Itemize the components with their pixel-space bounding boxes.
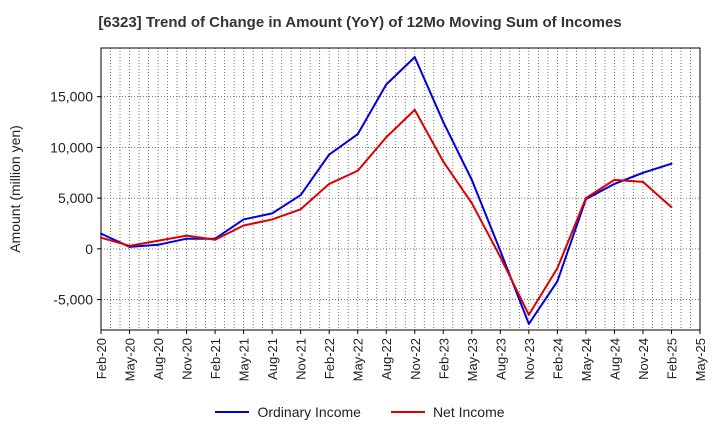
x-tick-label: Nov-24 (636, 338, 651, 380)
legend: Ordinary Income Net Income (0, 404, 720, 420)
data-point-net-income (128, 244, 131, 247)
data-point-net-income (499, 255, 502, 258)
plot-frame (100, 47, 701, 331)
data-point-net-income (641, 180, 644, 183)
x-tick-label: Feb-22 (322, 338, 337, 379)
series-lines (100, 56, 673, 325)
data-point-net-income (527, 313, 530, 316)
data-point-net-income (157, 239, 160, 242)
legend-item-net-income: Net Income (390, 404, 505, 420)
data-point-ordinary-income (499, 249, 502, 252)
data-point-ordinary-income (100, 232, 102, 235)
data-point-net-income (442, 160, 445, 163)
series-line-net-income (100, 108, 673, 316)
data-point-net-income (613, 178, 616, 181)
data-point-net-income (670, 206, 673, 209)
chart-title: [6323] Trend of Change in Amount (YoY) o… (98, 14, 622, 31)
data-point-net-income (271, 218, 274, 221)
data-point-net-income (185, 234, 188, 237)
x-tick-label: Nov-22 (408, 338, 423, 380)
data-point-ordinary-income (185, 237, 188, 240)
y-tick-label: -5,000 (53, 292, 93, 308)
data-point-net-income (584, 197, 587, 200)
series-line-ordinary-income (100, 56, 672, 325)
x-tick-label: Aug-20 (151, 338, 166, 380)
data-point-ordinary-income (470, 178, 473, 181)
data-point-net-income (413, 108, 416, 111)
x-tick-label: May-21 (237, 338, 252, 381)
data-point-ordinary-income (641, 171, 644, 174)
axes (97, 47, 701, 334)
data-point-net-income (556, 267, 559, 270)
y-tick-label: 10,000 (50, 139, 93, 155)
data-point-ordinary-income (670, 162, 673, 165)
data-point-ordinary-income (328, 153, 331, 156)
x-tick-label: Aug-21 (265, 338, 280, 380)
x-tick-label: Feb-21 (208, 338, 223, 379)
data-point-ordinary-income (242, 218, 245, 221)
y-tick-label: 0 (85, 241, 93, 257)
y-tick-label: 5,000 (58, 190, 93, 206)
grid (100, 48, 701, 330)
x-tick-label: Nov-21 (294, 338, 309, 380)
x-tick-label: Feb-24 (550, 338, 565, 379)
x-tick-label: Feb-20 (94, 338, 109, 379)
tick-labels: -5,000 0 5,000 10,000 15,000 Feb-20 May-20 Aug-… (50, 89, 708, 382)
x-tick-label: May-23 (465, 338, 480, 381)
data-point-net-income (470, 202, 473, 205)
legend-label-net-income: Net Income (432, 404, 505, 420)
data-point-ordinary-income (356, 133, 359, 136)
x-tick-label: Nov-20 (180, 338, 195, 380)
legend-item-ordinary-income: Ordinary Income (215, 404, 361, 420)
data-point-net-income (356, 169, 359, 172)
x-tick-label: Nov-23 (522, 338, 537, 380)
legend-swatch-net-income (390, 411, 425, 413)
x-tick-label: Feb-25 (664, 338, 679, 379)
legend-label-ordinary-income: Ordinary Income (257, 404, 361, 420)
data-point-net-income (214, 238, 217, 241)
data-point-net-income (328, 182, 331, 185)
legend-swatch-ordinary-income (215, 411, 250, 413)
x-tick-label: Aug-22 (379, 338, 394, 380)
x-tick-label: Feb-23 (436, 338, 451, 379)
x-tick-label: May-25 (693, 338, 708, 381)
data-point-ordinary-income (556, 280, 559, 283)
x-tick-label: Aug-23 (493, 338, 508, 380)
data-point-ordinary-income (299, 194, 302, 197)
data-point-ordinary-income (413, 56, 416, 59)
data-point-ordinary-income (385, 83, 388, 86)
data-point-ordinary-income (271, 212, 274, 215)
data-point-ordinary-income (613, 182, 616, 185)
x-tick-label: May-24 (579, 338, 594, 381)
data-point-ordinary-income (157, 243, 160, 246)
y-axis-label: Amount (million yen) (7, 125, 23, 253)
x-tick-label: Aug-24 (607, 338, 622, 380)
data-point-ordinary-income (442, 121, 445, 124)
x-tick-label: May-22 (351, 338, 366, 381)
data-point-net-income (100, 236, 102, 239)
data-point-net-income (242, 224, 245, 227)
data-point-net-income (385, 136, 388, 139)
data-point-ordinary-income (527, 322, 530, 325)
data-point-net-income (299, 208, 302, 211)
y-tick-label: 15,000 (50, 89, 93, 105)
x-tick-label: May-20 (123, 338, 138, 381)
